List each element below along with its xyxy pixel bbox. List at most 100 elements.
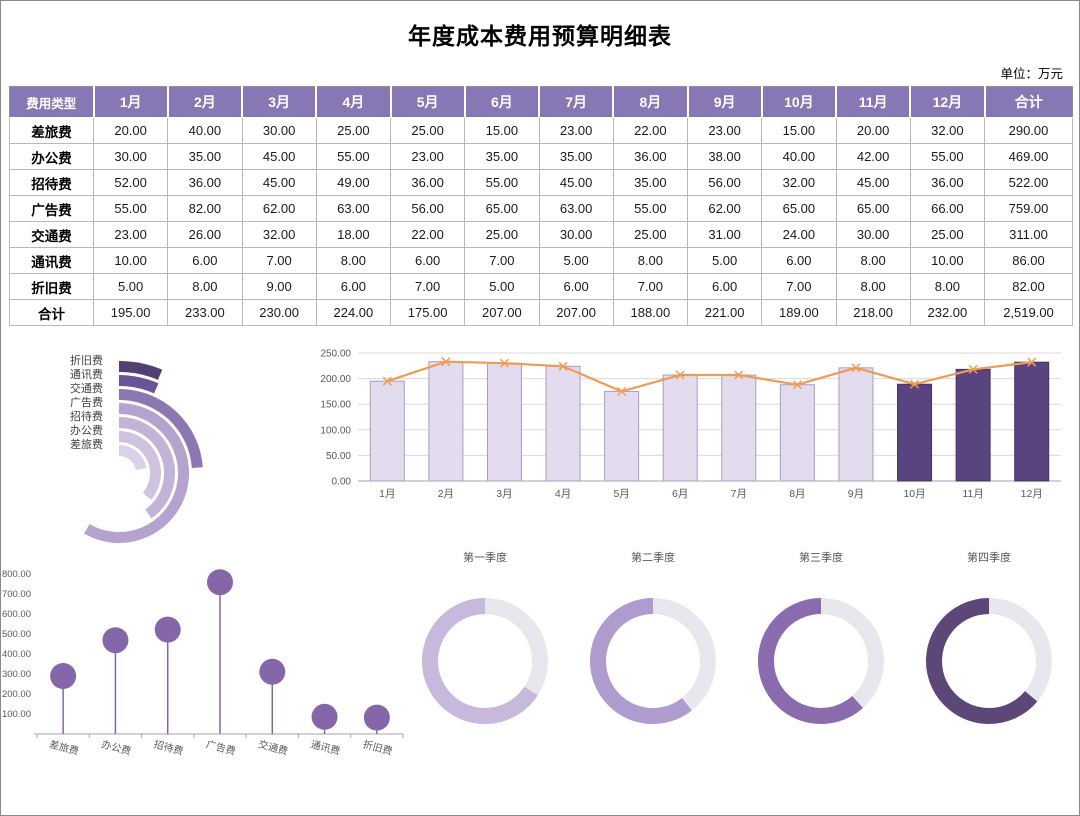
column-header[interactable]: 2月 — [167, 86, 244, 118]
value-cell[interactable]: 55.00 — [464, 169, 540, 196]
corner-header[interactable]: 费用类型 — [9, 86, 95, 118]
value-cell[interactable]: 23.00 — [538, 117, 614, 144]
value-cell[interactable]: 20.00 — [92, 117, 169, 144]
value-cell[interactable]: 22.00 — [389, 221, 466, 248]
value-cell[interactable]: 66.00 — [909, 195, 986, 222]
value-cell[interactable]: 31.00 — [686, 221, 763, 248]
column-header[interactable]: 5月 — [390, 86, 466, 118]
value-cell[interactable]: 56.00 — [389, 195, 466, 222]
value-cell[interactable]: 15.00 — [464, 117, 540, 144]
value-cell[interactable]: 188.00 — [612, 299, 689, 326]
value-cell[interactable]: 45.00 — [835, 169, 911, 196]
value-cell[interactable]: 15.00 — [761, 117, 837, 144]
value-cell[interactable]: 195.00 — [92, 299, 169, 326]
column-header[interactable]: 8月 — [613, 86, 689, 118]
value-cell[interactable]: 759.00 — [984, 195, 1073, 222]
value-cell[interactable]: 232.00 — [909, 299, 986, 326]
value-cell[interactable]: 311.00 — [984, 221, 1073, 248]
value-cell[interactable]: 38.00 — [686, 143, 763, 170]
value-cell[interactable]: 5.00 — [92, 273, 169, 300]
value-cell[interactable]: 5.00 — [686, 247, 763, 274]
value-cell[interactable]: 55.00 — [92, 195, 169, 222]
value-cell[interactable]: 207.00 — [538, 299, 614, 326]
value-cell[interactable]: 6.00 — [686, 273, 763, 300]
value-cell[interactable]: 30.00 — [835, 221, 911, 248]
value-cell[interactable]: 233.00 — [167, 299, 243, 326]
value-cell[interactable]: 35.00 — [538, 143, 614, 170]
value-cell[interactable]: 52.00 — [92, 169, 169, 196]
value-cell[interactable]: 32.00 — [241, 221, 317, 248]
value-cell[interactable]: 86.00 — [984, 247, 1073, 274]
value-cell[interactable]: 45.00 — [538, 169, 614, 196]
value-cell[interactable]: 65.00 — [464, 195, 540, 222]
row-label[interactable]: 办公费 — [9, 143, 94, 170]
value-cell[interactable]: 25.00 — [464, 221, 540, 248]
value-cell[interactable]: 25.00 — [909, 221, 986, 248]
value-cell[interactable]: 45.00 — [241, 169, 317, 196]
value-cell[interactable]: 55.00 — [909, 143, 986, 170]
column-header[interactable]: 6月 — [464, 86, 541, 118]
value-cell[interactable]: 2,519.00 — [984, 299, 1073, 326]
value-cell[interactable]: 45.00 — [241, 143, 317, 170]
quarterly-donut-charts[interactable]: 第一季度 第二季度 第三季度 第四季度 — [421, 547, 1077, 772]
value-cell[interactable]: 36.00 — [612, 143, 689, 170]
value-cell[interactable]: 26.00 — [167, 221, 243, 248]
value-cell[interactable]: 218.00 — [835, 299, 911, 326]
value-cell[interactable]: 30.00 — [92, 143, 169, 170]
value-cell[interactable]: 25.00 — [612, 221, 689, 248]
value-cell[interactable]: 55.00 — [612, 195, 689, 222]
value-cell[interactable]: 32.00 — [909, 117, 986, 144]
value-cell[interactable]: 6.00 — [538, 273, 614, 300]
value-cell[interactable]: 7.00 — [612, 273, 689, 300]
value-cell[interactable]: 65.00 — [761, 195, 837, 222]
value-cell[interactable]: 40.00 — [167, 117, 243, 144]
column-header[interactable]: 11月 — [836, 86, 912, 118]
monthly-total-combo-chart[interactable]: 0.00 50.00 100.00 150.00 200.00 250.00 1月 2月 3月 4… — [296, 343, 1074, 513]
value-cell[interactable]: 36.00 — [389, 169, 466, 196]
value-cell[interactable]: 56.00 — [686, 169, 763, 196]
value-cell[interactable]: 8.00 — [167, 273, 243, 300]
column-header[interactable]: 9月 — [687, 86, 763, 118]
value-cell[interactable]: 175.00 — [389, 299, 466, 326]
value-cell[interactable]: 24.00 — [761, 221, 837, 248]
value-cell[interactable]: 40.00 — [761, 143, 837, 170]
value-cell[interactable]: 8.00 — [909, 273, 986, 300]
column-header[interactable]: 10月 — [761, 86, 838, 118]
value-cell[interactable]: 6.00 — [761, 247, 837, 274]
row-label[interactable]: 折旧费 — [9, 273, 94, 300]
value-cell[interactable]: 35.00 — [464, 143, 540, 170]
value-cell[interactable]: 469.00 — [984, 143, 1073, 170]
value-cell[interactable]: 8.00 — [835, 273, 911, 300]
value-cell[interactable]: 224.00 — [315, 299, 392, 326]
value-cell[interactable]: 23.00 — [389, 143, 466, 170]
value-cell[interactable]: 6.00 — [315, 273, 392, 300]
value-cell[interactable]: 55.00 — [315, 143, 392, 170]
value-cell[interactable]: 23.00 — [92, 221, 169, 248]
value-cell[interactable]: 63.00 — [315, 195, 392, 222]
value-cell[interactable]: 32.00 — [761, 169, 837, 196]
radial-expense-chart[interactable] — [19, 351, 259, 556]
value-cell[interactable]: 9.00 — [241, 273, 317, 300]
value-cell[interactable]: 18.00 — [315, 221, 392, 248]
value-cell[interactable]: 6.00 — [389, 247, 466, 274]
value-cell[interactable]: 8.00 — [612, 247, 689, 274]
value-cell[interactable]: 62.00 — [686, 195, 763, 222]
value-cell[interactable]: 35.00 — [612, 169, 689, 196]
value-cell[interactable]: 7.00 — [241, 247, 317, 274]
value-cell[interactable]: 42.00 — [835, 143, 911, 170]
value-cell[interactable]: 6.00 — [167, 247, 243, 274]
value-cell[interactable]: 62.00 — [241, 195, 317, 222]
row-label[interactable]: 通讯费 — [9, 247, 94, 274]
value-cell[interactable]: 207.00 — [464, 299, 540, 326]
value-cell[interactable]: 82.00 — [167, 195, 243, 222]
value-cell[interactable]: 20.00 — [835, 117, 911, 144]
value-cell[interactable]: 7.00 — [389, 273, 466, 300]
value-cell[interactable]: 82.00 — [984, 273, 1073, 300]
value-cell[interactable]: 10.00 — [909, 247, 986, 274]
value-cell[interactable]: 36.00 — [909, 169, 986, 196]
value-cell[interactable]: 49.00 — [315, 169, 392, 196]
value-cell[interactable]: 8.00 — [315, 247, 392, 274]
column-header[interactable]: 合计 — [984, 86, 1073, 118]
row-label[interactable]: 交通费 — [9, 221, 94, 248]
value-cell[interactable]: 221.00 — [686, 299, 763, 326]
